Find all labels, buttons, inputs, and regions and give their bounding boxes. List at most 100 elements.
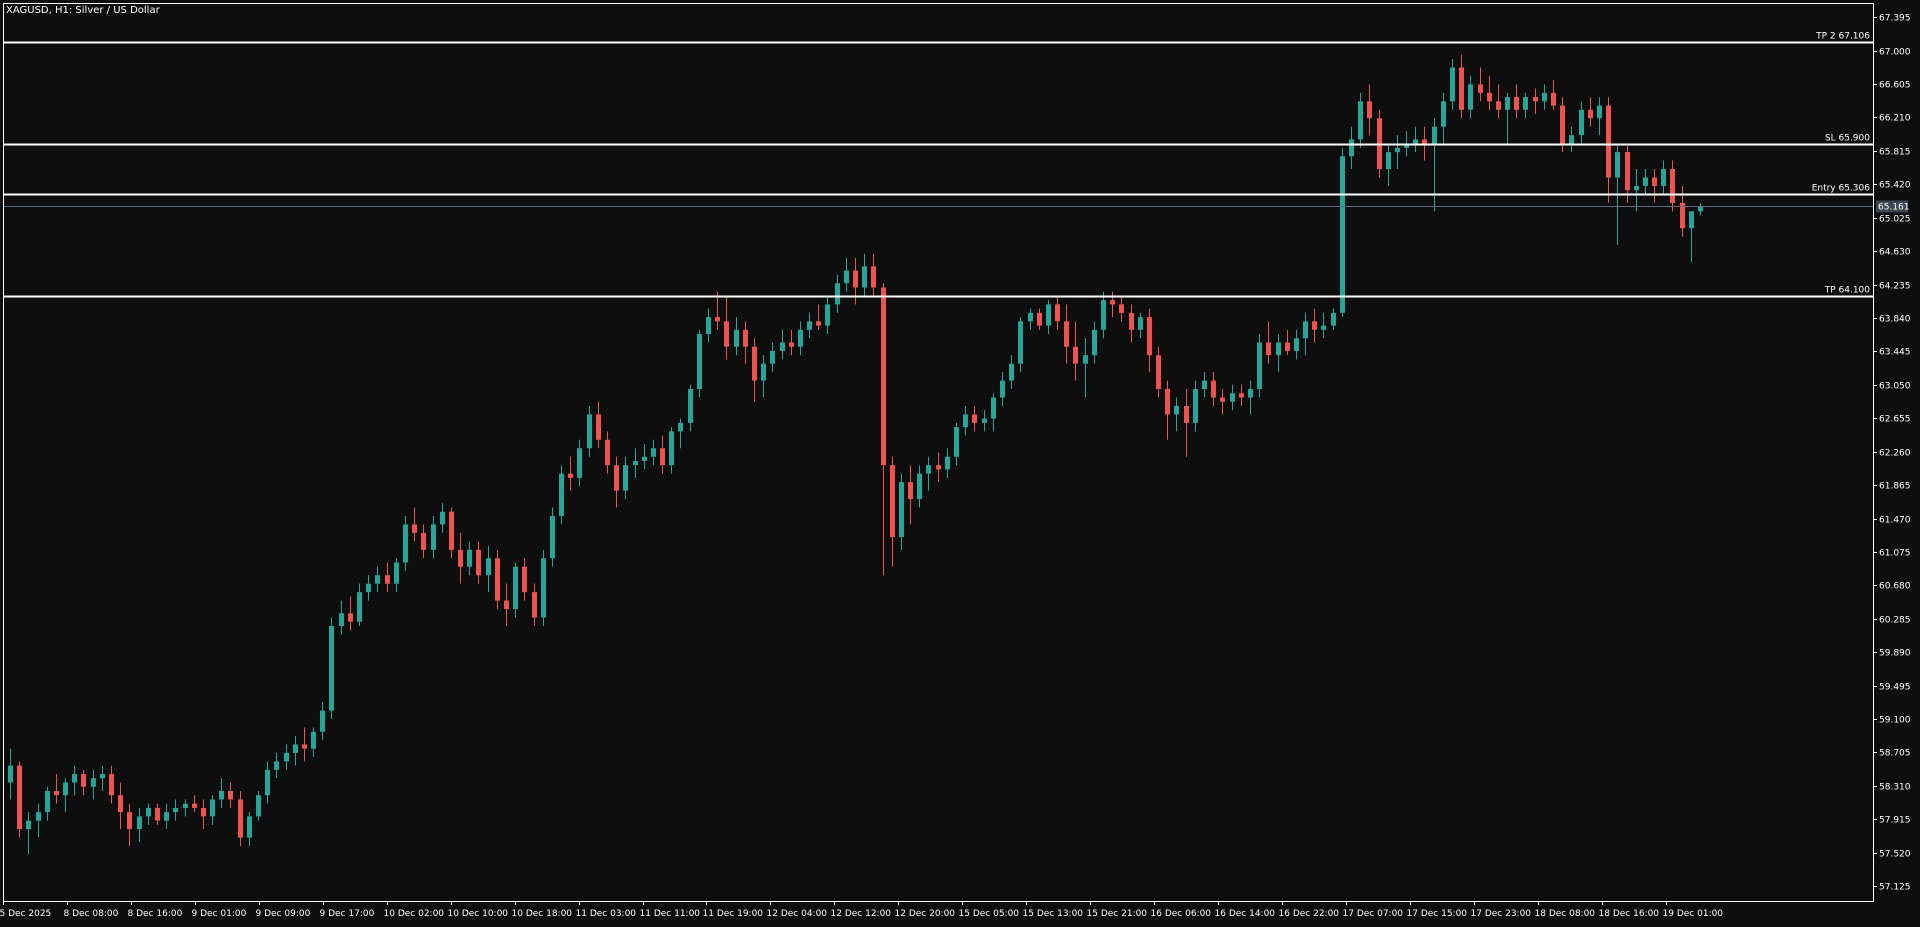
candle-bear: [1266, 342, 1271, 356]
candle-bear: [1211, 380, 1216, 398]
candle-bear: [1239, 393, 1244, 398]
candle-bull: [1597, 105, 1602, 119]
candle-bull: [1193, 389, 1198, 423]
time-axis: 5 Dec 2025 8 Dec 08:00 8 Dec 16:00 9 Dec 01…: [0, 901, 1723, 919]
y-tick-label: 64.235: [1879, 282, 1911, 292]
candle-bull: [210, 799, 215, 817]
candle-bear: [504, 600, 509, 610]
candle-bear: [109, 774, 114, 796]
x-tick-label: 16 Dec 06:00: [1151, 909, 1212, 919]
candle-bear: [1670, 169, 1675, 203]
candle-bull: [164, 812, 169, 821]
y-tick-label: 63.840: [1879, 315, 1911, 325]
x-tick-label: 15 Dec 21:00: [1087, 909, 1148, 919]
candle-bull: [1468, 84, 1473, 110]
candle-bear: [1496, 101, 1501, 110]
candle-bear: [1478, 84, 1483, 93]
candle-bear: [1147, 317, 1152, 356]
x-tick-label: 15 Dec 13:00: [1023, 909, 1084, 919]
y-tick-label: 67.395: [1879, 14, 1911, 24]
candle-bull: [8, 765, 13, 783]
candle-bear: [1184, 405, 1189, 423]
candle-bull: [559, 473, 564, 516]
candle-bull: [375, 575, 380, 584]
candle-bear: [54, 790, 59, 796]
candle-bull: [45, 790, 50, 813]
candle-bear: [155, 807, 160, 821]
chart-title: XAGUSD, H1: Silver / US Dollar: [6, 5, 161, 16]
y-tick-label: 57.520: [1879, 850, 1911, 860]
candle-bull: [320, 710, 325, 732]
candle-bull: [1009, 363, 1014, 381]
x-tick-label: 10 Dec 02:00: [384, 909, 445, 919]
candle-bear: [1129, 312, 1134, 330]
candle-bull: [623, 465, 628, 491]
candle-bear: [1625, 152, 1630, 191]
candle-bull: [1331, 312, 1336, 326]
candle-bull: [1092, 329, 1097, 356]
candle-bear: [1652, 177, 1657, 186]
candle-bull: [541, 558, 546, 618]
candle-bull: [183, 803, 188, 808]
candle-bull: [137, 816, 142, 830]
candle-bear: [1459, 67, 1464, 110]
candle-bear: [1487, 92, 1492, 102]
candle-bear: [972, 414, 977, 423]
candle-bear: [458, 549, 463, 567]
candle-bear: [715, 317, 720, 322]
candle-bull: [1101, 300, 1106, 330]
y-tick-label: 66.210: [1879, 114, 1911, 124]
x-tick-label: 10 Dec 10:00: [448, 909, 509, 919]
candle-bull: [1349, 139, 1354, 157]
candle-bull: [1018, 321, 1023, 364]
candle-bull: [945, 456, 950, 470]
candle-bull: [642, 456, 647, 461]
candle-bull: [339, 613, 344, 626]
candle-bear: [1064, 321, 1069, 347]
candle-bull: [467, 549, 472, 567]
x-tick-label: 15 Dec 05:00: [959, 909, 1020, 919]
y-tick-label: 61.075: [1879, 549, 1911, 559]
y-tick-label: 59.100: [1879, 716, 1911, 726]
candle-bear: [1285, 342, 1290, 351]
candle-bull: [1083, 355, 1088, 364]
y-tick-label: 65.420: [1879, 181, 1911, 191]
y-tick-label: 58.705: [1879, 749, 1911, 759]
candle-bull: [633, 460, 638, 466]
candle-bear: [421, 532, 426, 550]
candle-bear: [789, 342, 794, 347]
candle-bull: [688, 389, 693, 423]
candle-bear: [936, 465, 941, 470]
candle-bull: [394, 562, 399, 584]
candle-bear: [1165, 389, 1170, 415]
x-tick-label: 18 Dec 08:00: [1535, 909, 1596, 919]
candle-bull: [1505, 97, 1510, 110]
x-tick-label: 8 Dec 08:00: [64, 909, 119, 919]
candle-bear: [853, 270, 858, 288]
candle-bull: [587, 414, 592, 449]
candle-bull: [72, 774, 77, 783]
current-price-badge: [1876, 200, 1908, 213]
y-tick-label: 62.655: [1879, 415, 1911, 425]
y-tick-label: 60.680: [1879, 582, 1911, 592]
candle-bear: [127, 812, 132, 830]
candle-bear: [1312, 321, 1317, 330]
candle-bear: [17, 765, 22, 830]
candle-bull: [926, 465, 931, 474]
candle-bear: [118, 795, 123, 813]
candle-bull: [991, 397, 996, 419]
x-tick-label: 9 Dec 09:00: [256, 909, 311, 919]
candle-bull: [651, 448, 656, 457]
candle-bull: [844, 270, 849, 284]
candle-bear: [724, 321, 729, 347]
candle-bear: [660, 448, 665, 466]
x-tick-label: 17 Dec 15:00: [1407, 909, 1468, 919]
x-tick-label: 12 Dec 04:00: [767, 909, 828, 919]
candle-bull: [1634, 185, 1639, 191]
candle-bear: [568, 473, 573, 478]
y-tick-label: 66.605: [1879, 81, 1911, 91]
candle-bull: [862, 266, 867, 288]
candle-bear: [522, 566, 527, 593]
